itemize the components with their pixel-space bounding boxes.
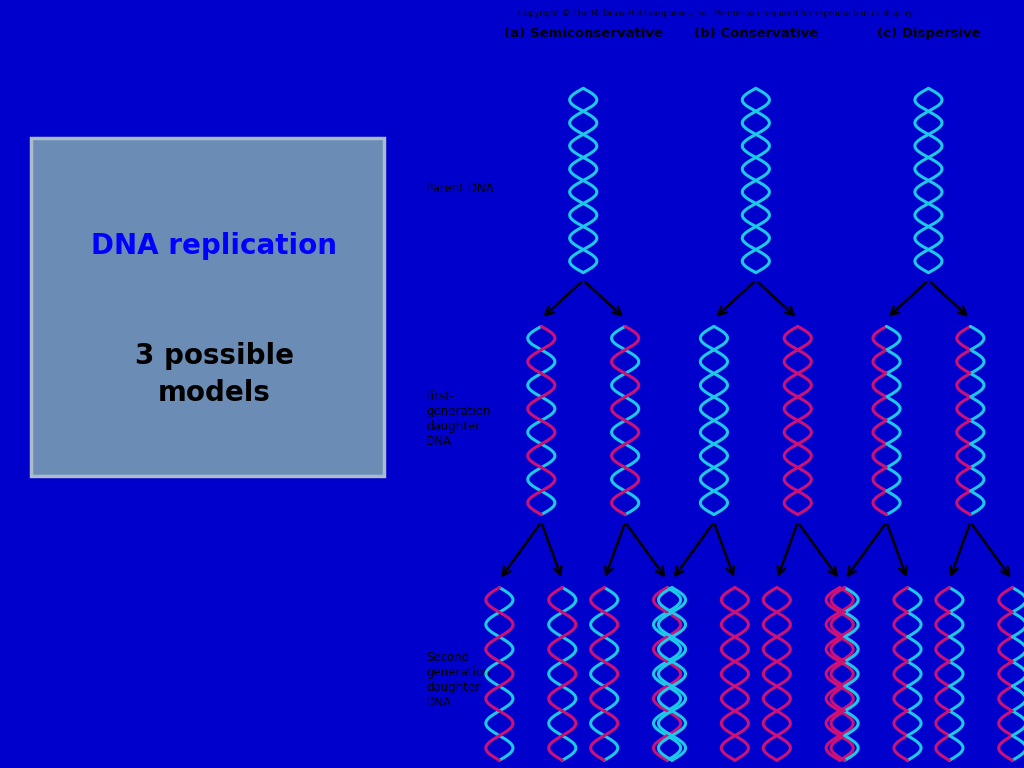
Text: (b) Conservative: (b) Conservative <box>693 27 818 40</box>
Text: (a) Semiconservative: (a) Semiconservative <box>504 27 663 40</box>
Text: Parent DNA: Parent DNA <box>426 182 494 194</box>
Text: Copyright © The McGraw-Hill Companies, Inc. Permission required for reproduction: Copyright © The McGraw-Hill Companies, I… <box>518 9 913 18</box>
Text: DNA replication: DNA replication <box>91 233 338 260</box>
FancyBboxPatch shape <box>31 138 384 476</box>
Text: 3 possible
models: 3 possible models <box>135 343 294 407</box>
Text: (c) Dispersive: (c) Dispersive <box>877 27 980 40</box>
Text: First-
generation
daughter
DNA: First- generation daughter DNA <box>426 389 490 448</box>
Text: Second-
generation
daughter
DNA: Second- generation daughter DNA <box>426 650 490 709</box>
